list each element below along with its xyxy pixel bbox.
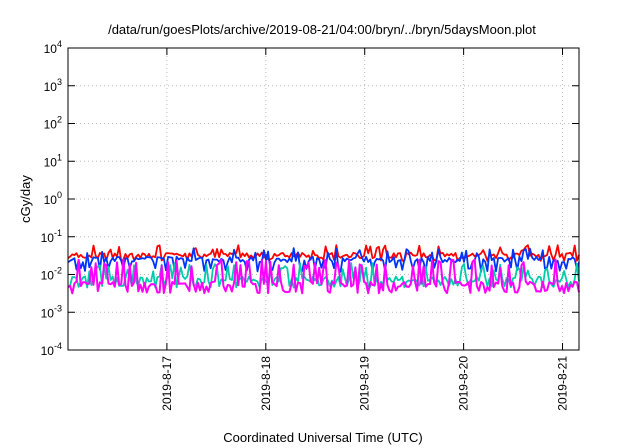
y-axis-ticks: 10-4 10-3 10-2 10-1 100 101 102 103 104 — [41, 39, 579, 358]
series-line-3 — [67, 262, 580, 289]
y-tick-label: 102 — [44, 115, 62, 132]
y-tick-label: 100 — [44, 190, 62, 207]
y-tick-label: 101 — [44, 152, 62, 169]
x-tick-label: 2019-8-20 — [457, 356, 471, 411]
y-tick-label: 10-1 — [41, 228, 62, 245]
y-tick-label: 10-4 — [41, 341, 62, 358]
y-tick-label: 104 — [44, 39, 62, 56]
grid — [68, 48, 579, 350]
x-tick-label: 2019-8-18 — [259, 356, 273, 411]
y-axis-label: cGy/day — [18, 175, 33, 223]
x-axis-label: Coordinated Universal Time (UTC) — [223, 430, 422, 445]
series-line-4 — [67, 258, 580, 295]
series-lines — [67, 244, 580, 295]
y-tick-label: 103 — [44, 77, 62, 94]
series-line-2 — [67, 247, 580, 273]
y-tick-label: 10-2 — [41, 266, 62, 283]
y-tick-label: 10-3 — [41, 303, 62, 320]
x-tick-label: 2019-8-21 — [556, 356, 570, 411]
chart-title: /data/run/goesPlots/archive/2019-08-21/0… — [108, 22, 536, 37]
x-tick-label: 2019-8-19 — [358, 356, 372, 411]
x-axis-ticks: 2019-8-17 2019-8-18 2019-8-19 2019-8-20 2019… — [160, 48, 570, 411]
x-tick-label: 2019-8-17 — [160, 356, 174, 411]
